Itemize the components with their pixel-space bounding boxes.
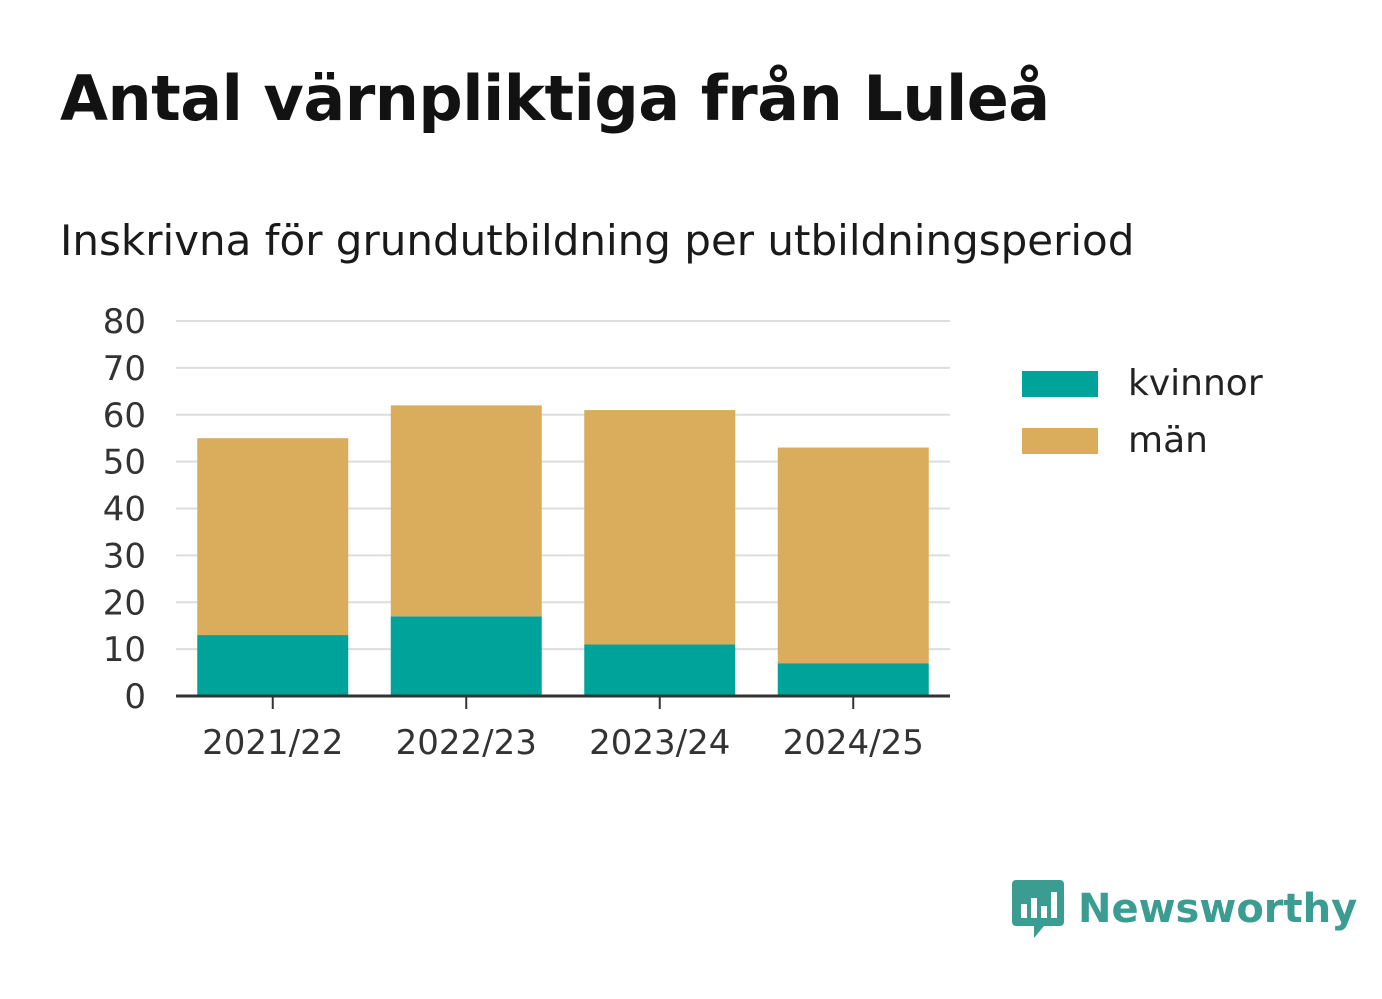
y-tick-label: 20: [103, 583, 146, 623]
bars: [197, 405, 929, 696]
y-tick-label: 30: [103, 536, 146, 576]
x-axis: 2021/22 2022/23 2023/24 2024/25: [176, 694, 950, 763]
brand-name: Newsworthy: [1078, 886, 1358, 932]
legend-swatch-kvinnor: [1022, 370, 1098, 397]
y-axis-ticks: 0 10 20 30 40 50 60 70 80: [103, 302, 146, 717]
y-tick-label: 40: [103, 490, 146, 530]
y-tick-label: 70: [103, 349, 146, 389]
y-tick-label: 80: [103, 302, 146, 342]
bar-segment: [584, 410, 736, 645]
brand-logo: Newsworthy: [1010, 878, 1357, 940]
y-tick-label: 0: [124, 677, 146, 717]
legend-label-kvinnor: kvinnor: [1128, 363, 1263, 404]
y-tick-label: 50: [103, 443, 146, 483]
chart-title: Antal värnpliktiga från Luleå: [60, 62, 1050, 135]
bar-segment: [584, 644, 736, 696]
bar-segment: [197, 635, 349, 696]
y-tick-label: 10: [103, 630, 146, 670]
x-tick-label: 2023/24: [589, 723, 730, 763]
bar-segment: [777, 663, 929, 696]
bar-segment: [197, 438, 349, 636]
legend-item-man: män: [1022, 412, 1263, 469]
x-tick-label: 2022/23: [396, 723, 537, 763]
x-tick-label: 2021/22: [202, 723, 343, 763]
bar-segment: [390, 616, 542, 696]
bar-segment: [777, 447, 929, 664]
legend-label-man: män: [1128, 420, 1208, 461]
legend: kvinnor män: [1022, 355, 1263, 469]
legend-swatch-man: [1022, 427, 1098, 454]
y-tick-label: 60: [103, 396, 146, 436]
chart-subtitle: Inskrivna för grundutbildning per utbild…: [60, 216, 1135, 265]
legend-item-kvinnor: kvinnor: [1022, 355, 1263, 412]
bar-segment: [390, 405, 542, 617]
newsworthy-logo-icon: [1012, 880, 1064, 938]
x-tick-label: 2024/25: [783, 723, 924, 763]
